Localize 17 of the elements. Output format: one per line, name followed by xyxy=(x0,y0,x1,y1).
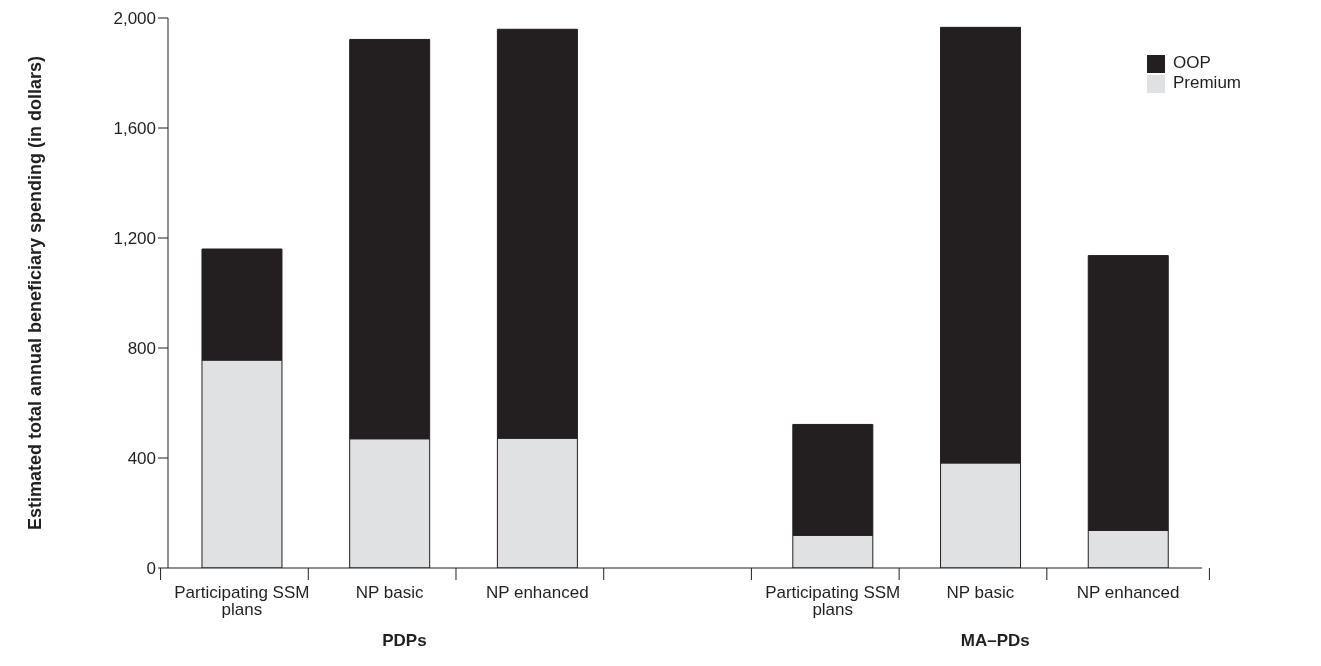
x-tick-label: NP enhanced xyxy=(485,583,589,603)
text: MA–PDs xyxy=(960,631,1030,650)
legend-label: Premium xyxy=(1172,73,1241,92)
y-tick-label: 1,600 xyxy=(113,119,156,139)
y-axis-title: Estimated total annual beneficiary spending (in dollars) xyxy=(24,55,45,531)
y-tick-label: 2,000 xyxy=(113,9,156,29)
text: PDPs xyxy=(382,631,427,650)
x-tick-label: NP basic xyxy=(946,583,1015,603)
x-tick-label: Participating SSM plans xyxy=(174,583,310,620)
x-tick-label: NP basic xyxy=(355,583,424,603)
x-tick-label: Participating SSM plans xyxy=(765,583,901,620)
y-tick-label: 800 xyxy=(127,339,156,359)
y-tick-label: 1,200 xyxy=(113,229,156,249)
legend-label: OOP xyxy=(1172,53,1211,72)
x-tick-label: NP enhanced xyxy=(1076,583,1180,603)
y-tick-label: 0 xyxy=(146,559,156,579)
y-tick-label: 400 xyxy=(127,449,156,469)
